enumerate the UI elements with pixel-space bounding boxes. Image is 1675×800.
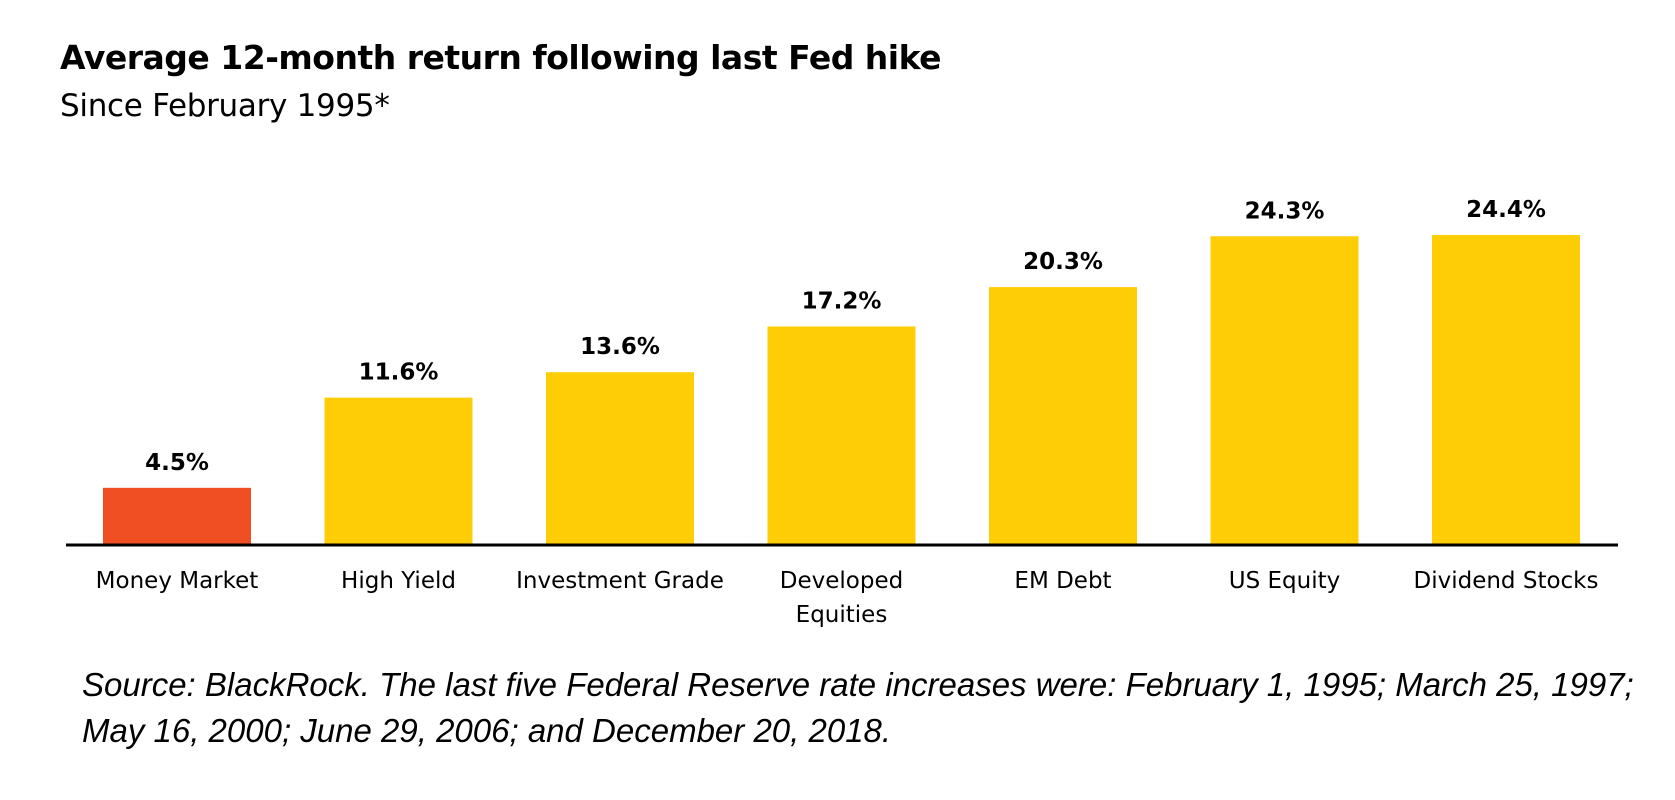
category-label-developed-equities: Equities — [796, 602, 888, 628]
category-labels-group: Money Market High Yield Investment Grade De… — [96, 568, 1599, 628]
chart-title: Average 12-month return following last F… — [60, 38, 942, 77]
bars-group — [103, 235, 1580, 545]
bar-investment-grade — [546, 372, 694, 545]
category-label-dividend-stocks: Dividend Stocks — [1414, 568, 1599, 594]
bar-high-yield — [324, 397, 473, 545]
value-label-investment-grade: 13.6% — [580, 334, 660, 360]
category-label-us-equity: US Equity — [1229, 568, 1340, 594]
category-label-high-yield: High Yield — [341, 568, 456, 594]
bar-dividend-stocks — [1432, 235, 1580, 545]
value-label-high-yield: 11.6% — [359, 360, 439, 386]
value-labels-group: 4.5% 11.6% 13.6% 17.2% 20.3% 24.3% 24.4% — [145, 197, 1546, 476]
value-label-us-equity: 24.3% — [1245, 198, 1325, 224]
value-label-dividend-stocks: 24.4% — [1466, 197, 1546, 223]
value-label-developed-equities: 17.2% — [802, 288, 882, 314]
category-label-money-market: Money Market — [96, 568, 259, 594]
source-note: Source: BlackRock. The last five Federal… — [82, 666, 1634, 749]
value-label-em-debt: 20.3% — [1023, 249, 1103, 275]
category-label-investment-grade: Investment Grade — [516, 568, 724, 594]
category-label-em-debt: EM Debt — [1014, 568, 1111, 594]
value-label-money-market: 4.5% — [145, 450, 209, 476]
bar-money-market — [103, 487, 251, 545]
chart-subtitle: Since February 1995* — [60, 88, 390, 124]
bar-chart: 4.5% 11.6% 13.6% 17.2% 20.3% 24.3% 24.4% Money… — [66, 197, 1618, 628]
bar-us-equity — [1210, 236, 1359, 545]
bar-developed-equities — [767, 326, 916, 545]
bar-em-debt — [989, 287, 1137, 545]
category-label-developed-equities: Developed — [780, 568, 903, 594]
